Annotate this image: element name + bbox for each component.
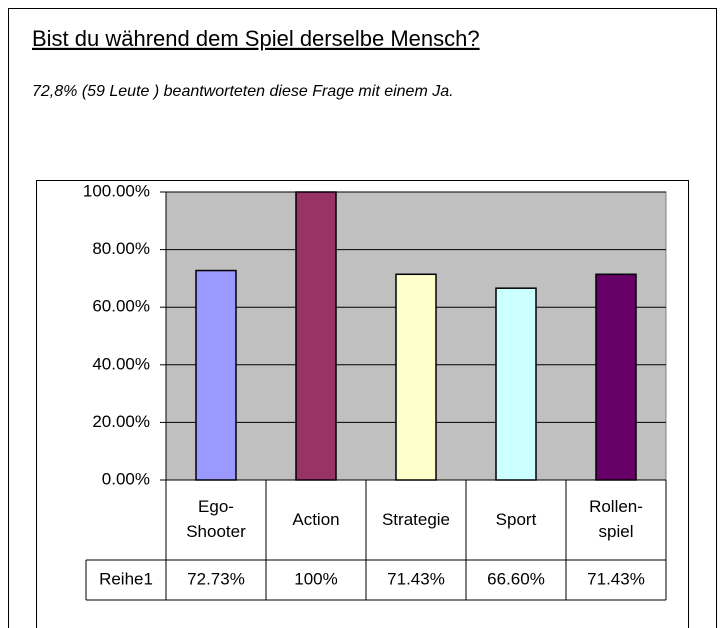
value-label: 100% — [294, 569, 337, 588]
legend-label: Reihe1 — [99, 569, 153, 588]
y-tick-label: 100.00% — [83, 181, 150, 200]
value-label: 71.43% — [387, 569, 445, 588]
x-tick-label: Action — [266, 480, 366, 560]
bar — [195, 269, 237, 481]
bar — [495, 287, 537, 481]
x-tick-label: Sport — [466, 480, 566, 560]
category-text: Sport — [495, 509, 537, 529]
chart-frame — [36, 180, 689, 628]
x-tick-label: Strategie — [366, 480, 466, 560]
bar — [295, 191, 337, 481]
title: Bist du während dem Spiel derselbe Mensc… — [32, 26, 480, 51]
y-tick-label: 40.00% — [92, 354, 150, 373]
subtitle: 72,8% (59 Leute ) beantworteten diese Fr… — [32, 83, 454, 100]
bar — [395, 273, 437, 481]
y-tick-label: 0.00% — [102, 469, 150, 488]
x-tick-label: Ego-Shooter — [166, 480, 266, 560]
category-text: Strategie — [381, 509, 451, 529]
bar — [595, 273, 637, 481]
category-text: Action — [292, 509, 340, 529]
category-text: Ego-Shooter — [186, 497, 246, 541]
category-text: Rollen-spiel — [589, 497, 643, 541]
y-tick-label: 20.00% — [92, 412, 150, 431]
value-label: 72.73% — [187, 569, 245, 588]
outer-frame — [8, 8, 717, 628]
value-label: 71.43% — [587, 569, 645, 588]
y-tick-label: 80.00% — [92, 239, 150, 258]
x-tick-label: Rollen-spiel — [566, 480, 666, 560]
value-label: 66.60% — [487, 569, 545, 588]
y-tick-label: 60.00% — [92, 297, 150, 316]
